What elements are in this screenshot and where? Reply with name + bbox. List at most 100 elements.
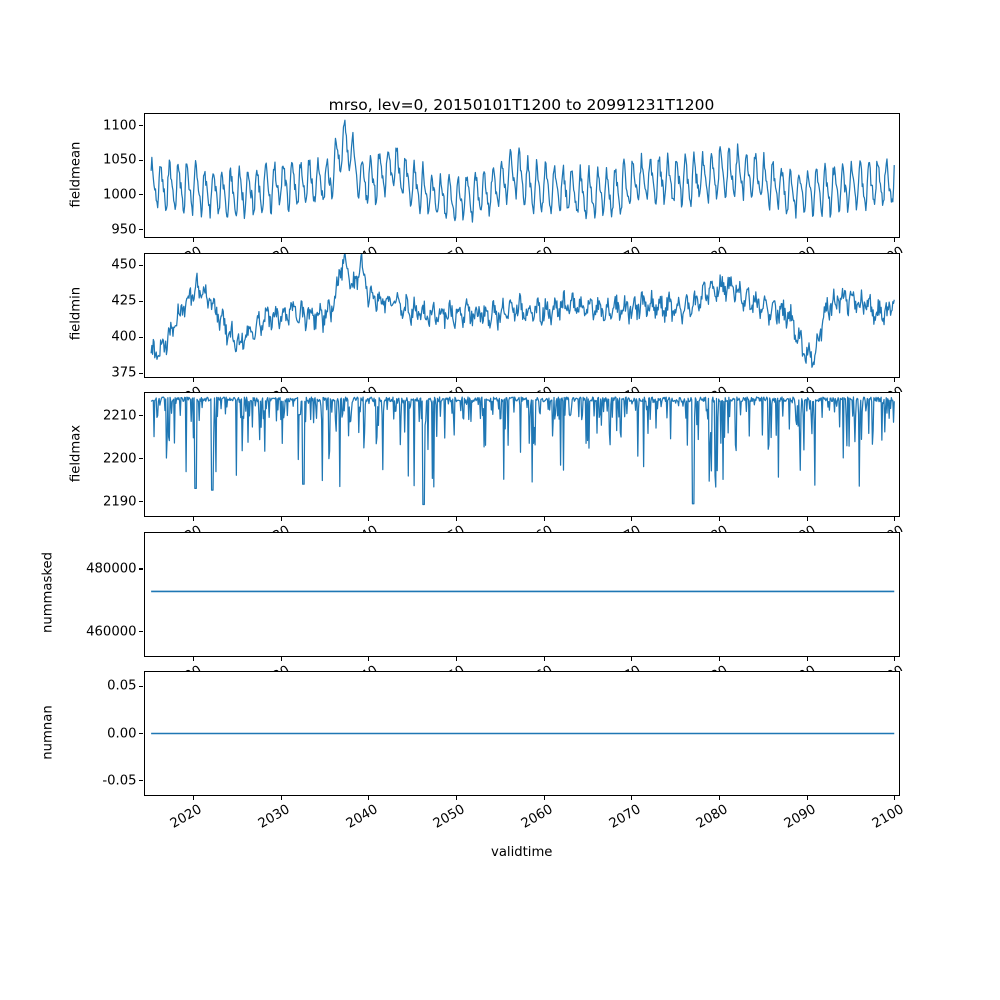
ytick-label-fieldmean-2: 1050 — [102, 152, 137, 168]
ytick-mark-nummasked-0 — [139, 630, 144, 633]
xtick-mark-nummasked-0 — [192, 656, 194, 661]
figure-title: mrso, lev=0, 20150101T1200 to 20991231T1… — [328, 96, 715, 114]
xtick-mark-numnan-5 — [631, 796, 633, 801]
xtick-mark-nummasked-3 — [455, 656, 457, 661]
xtick-mark-fieldmin-6 — [718, 377, 720, 382]
xtick-mark-fieldmax-6 — [718, 517, 720, 522]
xtick-label-fieldmean-4: 2060 — [375, 244, 556, 253]
xtick-mark-fieldmean-7 — [806, 238, 808, 243]
xtick-mark-fieldmax-4 — [543, 517, 545, 522]
ytick-mark-fieldmin-2 — [139, 300, 144, 302]
xtick-label-fieldmin-4: 2060 — [375, 384, 556, 393]
ytick-mark-nummasked-1 — [139, 568, 144, 570]
xtick-label-fieldmax-5: 2070 — [463, 523, 644, 532]
data-line-fieldmean — [150, 119, 895, 223]
xtick-mark-fieldmax-7 — [806, 517, 808, 522]
xtick-mark-numnan-1 — [280, 796, 282, 801]
ytick-label-numnan-2: 0.05 — [107, 678, 137, 694]
xtick-mark-fieldmin-2 — [368, 377, 370, 382]
xtick-label-fieldmin-1: 2030 — [112, 384, 293, 393]
xtick-label-nummasked-7: 2090 — [638, 663, 819, 672]
xtick-label-fieldmean-2: 2040 — [200, 244, 381, 253]
ytick-label-fieldmax-2: 2210 — [102, 408, 137, 424]
xtick-mark-fieldmean-4 — [543, 238, 545, 243]
xaxis-label: validtime — [491, 845, 553, 860]
xtick-mark-fieldmean-6 — [718, 238, 720, 243]
xtick-label-fieldmax-7: 2090 — [638, 523, 819, 532]
ytick-mark-fieldmax-1 — [139, 458, 144, 460]
xtick-mark-fieldmin-1 — [280, 377, 282, 382]
xtick-mark-fieldmin-5 — [631, 377, 633, 382]
xtick-mark-numnan-3 — [455, 796, 457, 801]
data-line-nummasked — [150, 590, 894, 592]
xtick-mark-fieldmin-4 — [543, 377, 545, 382]
xtick-label-nummasked-5: 2070 — [463, 663, 644, 672]
xtick-label-fieldmean-5: 2070 — [463, 244, 644, 253]
xtick-label-nummasked-4: 2060 — [375, 663, 556, 672]
xtick-mark-fieldmean-1 — [280, 238, 282, 243]
ytick-label-fieldmin-2: 425 — [111, 293, 137, 309]
ytick-mark-numnan-2 — [139, 685, 144, 687]
xtick-mark-fieldmax-2 — [368, 517, 370, 522]
xtick-mark-fieldmean-8 — [894, 238, 896, 243]
xtick-mark-numnan-0 — [192, 796, 194, 801]
ytick-label-numnan-0: -0.05 — [102, 773, 137, 789]
xtick-mark-nummasked-4 — [543, 656, 545, 661]
data-line-numnan — [150, 732, 894, 735]
ytick-label-nummasked-1: 480000 — [86, 561, 137, 577]
ylabel-numnan: numnan — [40, 704, 56, 760]
xtick-mark-numnan-6 — [718, 796, 720, 801]
ytick-mark-fieldmin-1 — [139, 336, 144, 338]
xtick-mark-numnan-2 — [368, 796, 370, 801]
ytick-mark-fieldmin-3 — [139, 264, 144, 266]
xtick-label-fieldmax-8: 2100 — [726, 523, 907, 532]
ytick-label-fieldmax-1: 2200 — [102, 451, 137, 467]
xtick-label-nummasked-6: 2080 — [550, 663, 731, 672]
ylabel-fieldmin: fieldmin — [68, 286, 84, 341]
plot-panel-fieldmax — [143, 392, 900, 517]
xtick-mark-fieldmin-0 — [192, 377, 194, 382]
data-line-fieldmax — [150, 396, 895, 506]
xtick-mark-nummasked-5 — [631, 656, 633, 661]
xtick-label-fieldmax-2: 2040 — [200, 523, 381, 532]
xtick-mark-fieldmax-8 — [894, 517, 896, 522]
xtick-label-fieldmin-3: 2050 — [287, 384, 468, 393]
xtick-mark-fieldmin-3 — [455, 377, 457, 382]
ytick-mark-fieldmean-1 — [139, 194, 144, 196]
ytick-mark-numnan-0 — [139, 780, 144, 782]
xtick-label-fieldmean-0: 2020 — [24, 244, 205, 253]
xtick-mark-fieldmax-5 — [631, 517, 633, 522]
xtick-label-fieldmin-5: 2070 — [463, 384, 644, 393]
plot-panel-fieldmin — [143, 252, 900, 378]
ytick-mark-fieldmax-2 — [139, 415, 144, 417]
xtick-mark-fieldmean-3 — [455, 238, 457, 243]
plot-panel-numnan — [143, 671, 900, 796]
ytick-label-fieldmean-1: 1000 — [102, 187, 137, 203]
xtick-label-fieldmax-1: 2030 — [112, 523, 293, 532]
xtick-label-fieldmax-4: 2060 — [375, 523, 556, 532]
ytick-label-numnan-1: 0.00 — [107, 726, 137, 741]
xtick-mark-nummasked-7 — [806, 656, 808, 661]
xtick-mark-fieldmean-0 — [192, 238, 194, 243]
xtick-label-nummasked-3: 2050 — [287, 663, 468, 672]
xtick-mark-fieldmax-1 — [280, 517, 282, 522]
xtick-mark-fieldmax-3 — [455, 517, 457, 522]
ylabel-nummasked: nummasked — [40, 552, 56, 634]
ytick-label-nummasked-0: 460000 — [86, 624, 137, 639]
plot-panel-nummasked — [143, 531, 900, 657]
ytick-mark-fieldmax-0 — [139, 501, 144, 503]
data-line-fieldmin — [150, 253, 895, 368]
ytick-mark-numnan-1 — [139, 732, 144, 735]
ytick-label-fieldmean-3: 1100 — [102, 118, 137, 133]
xtick-label-fieldmin-6: 2080 — [550, 384, 731, 393]
ylabel-fieldmax: fieldmax — [68, 424, 84, 482]
ytick-mark-fieldmean-3 — [139, 124, 144, 127]
ytick-label-fieldmax-0: 2190 — [102, 494, 137, 510]
ylabel-fieldmean: fieldmean — [68, 141, 84, 207]
xtick-label-fieldmean-1: 2030 — [112, 244, 293, 253]
xtick-label-fieldmin-7: 2090 — [638, 384, 819, 393]
